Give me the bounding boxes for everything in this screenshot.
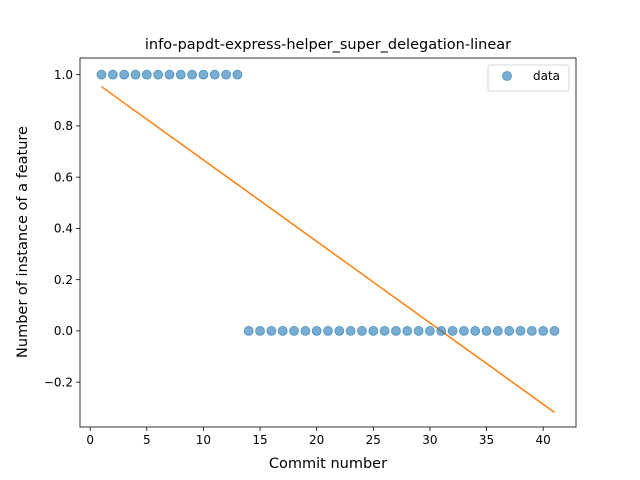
data-point xyxy=(425,326,434,335)
data-point xyxy=(539,326,548,335)
data-point xyxy=(448,326,457,335)
data-point xyxy=(301,326,310,335)
y-tick-label: 0.0 xyxy=(54,324,73,338)
x-axis-label: Commit number xyxy=(269,456,387,472)
data-point xyxy=(142,70,151,79)
data-point xyxy=(222,70,231,79)
data-point xyxy=(391,326,400,335)
data-point xyxy=(324,326,333,335)
data-point xyxy=(290,326,299,335)
data-point xyxy=(278,326,287,335)
data-point xyxy=(312,326,321,335)
x-tick-label: 15 xyxy=(252,433,267,447)
data-point xyxy=(550,326,559,335)
data-point xyxy=(403,326,412,335)
data-point xyxy=(176,70,185,79)
data-point xyxy=(414,326,423,335)
data-point xyxy=(244,326,253,335)
x-tick-label: 0 xyxy=(86,433,94,447)
data-point xyxy=(516,326,525,335)
data-point xyxy=(357,326,366,335)
data-point xyxy=(199,70,208,79)
data-point xyxy=(131,70,140,79)
y-tick-label: −0.2 xyxy=(44,375,73,389)
y-tick-label: 0.4 xyxy=(54,222,73,236)
data-point xyxy=(120,70,129,79)
x-tick-label: 20 xyxy=(309,433,324,447)
data-point xyxy=(188,70,197,79)
data-point xyxy=(108,70,117,79)
y-tick-label: 0.6 xyxy=(54,170,73,184)
plot-area xyxy=(80,58,576,427)
data-point xyxy=(267,326,276,335)
x-tick-label: 10 xyxy=(196,433,211,447)
data-point xyxy=(437,326,446,335)
data-point xyxy=(527,326,536,335)
data-point xyxy=(482,326,491,335)
data-point xyxy=(256,326,265,335)
y-axis-label: Number of instance of a feature xyxy=(15,126,31,358)
x-tick-label: 25 xyxy=(366,433,381,447)
chart-title: info-papdt-express-helper_super_delegati… xyxy=(145,37,511,53)
data-point xyxy=(471,326,480,335)
y-tick-label: 1.0 xyxy=(54,68,73,82)
data-point xyxy=(154,70,163,79)
x-tick-label: 5 xyxy=(143,433,151,447)
data-point xyxy=(233,70,242,79)
data-point xyxy=(459,326,468,335)
y-axis-ticks: −0.2 0.0 0.2 0.4 0.6 0.8 1.0 xyxy=(44,68,80,390)
x-tick-label: 35 xyxy=(479,433,494,447)
data-point xyxy=(335,326,344,335)
data-point xyxy=(380,326,389,335)
y-tick-label: 0.8 xyxy=(54,119,73,133)
data-point xyxy=(369,326,378,335)
y-tick-label: 0.2 xyxy=(54,273,73,287)
x-axis-ticks: 0 5 10 15 20 25 30 35 40 xyxy=(86,427,550,447)
x-tick-label: 40 xyxy=(536,433,551,447)
data-point xyxy=(210,70,219,79)
data-point xyxy=(493,326,502,335)
legend: data xyxy=(488,65,569,91)
data-point xyxy=(165,70,174,79)
data-point xyxy=(346,326,355,335)
legend-marker xyxy=(503,72,512,81)
data-point xyxy=(505,326,514,335)
x-tick-label: 30 xyxy=(422,433,437,447)
data-point xyxy=(97,70,106,79)
legend-label: data xyxy=(533,69,560,83)
